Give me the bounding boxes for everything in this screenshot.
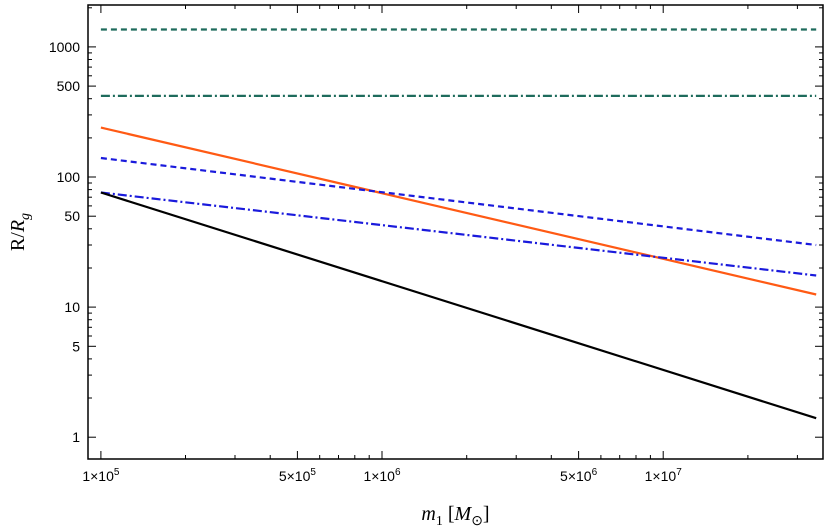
x-axis-title-close: ] bbox=[483, 503, 490, 525]
label-layer: 1×105 5×105 1×106 5×106 1×107 1 5 10 50 100 500 100… bbox=[49, 39, 682, 484]
y-axis-title-prefix: R/ bbox=[7, 232, 29, 251]
tick-layer bbox=[88, 5, 823, 459]
x-axis-title-var: m bbox=[421, 503, 435, 525]
x-tick-label: 5×105 bbox=[279, 467, 317, 484]
x-tick-label: 1×107 bbox=[645, 467, 683, 484]
series-line-6 bbox=[100, 191, 817, 420]
x-axis-title-open: [ bbox=[443, 503, 455, 525]
x-axis-title-sub: 1 bbox=[436, 514, 443, 529]
y-tick-label: 1 bbox=[72, 429, 80, 445]
x-tick-label: 1×105 bbox=[82, 467, 120, 484]
x-axis-title-unit-sub: ⊙ bbox=[471, 514, 483, 529]
series-layer bbox=[100, 28, 817, 420]
y-tick-label: 50 bbox=[64, 208, 80, 224]
y-axis-title-var: R bbox=[7, 220, 29, 233]
x-tick-label: 1×106 bbox=[363, 467, 401, 484]
y-tick-label: 5 bbox=[72, 338, 80, 354]
plot-frame bbox=[87, 4, 824, 460]
x-tick-label: 5×106 bbox=[560, 467, 598, 484]
series-line-3 bbox=[100, 126, 817, 296]
y-tick-label: 1000 bbox=[49, 39, 80, 55]
y-tick-label: 500 bbox=[57, 78, 81, 94]
x-axis-title: m1 [M⊙] bbox=[421, 503, 489, 529]
x-axis-title-unit: M bbox=[454, 503, 473, 525]
y-tick-label: 10 bbox=[64, 299, 80, 315]
series-line-4 bbox=[100, 156, 817, 247]
series-line-5 bbox=[100, 191, 817, 277]
y-axis-title: R/Rg bbox=[7, 213, 33, 251]
y-tick-label: 100 bbox=[57, 169, 81, 185]
y-axis-title-sub: g bbox=[18, 213, 33, 220]
